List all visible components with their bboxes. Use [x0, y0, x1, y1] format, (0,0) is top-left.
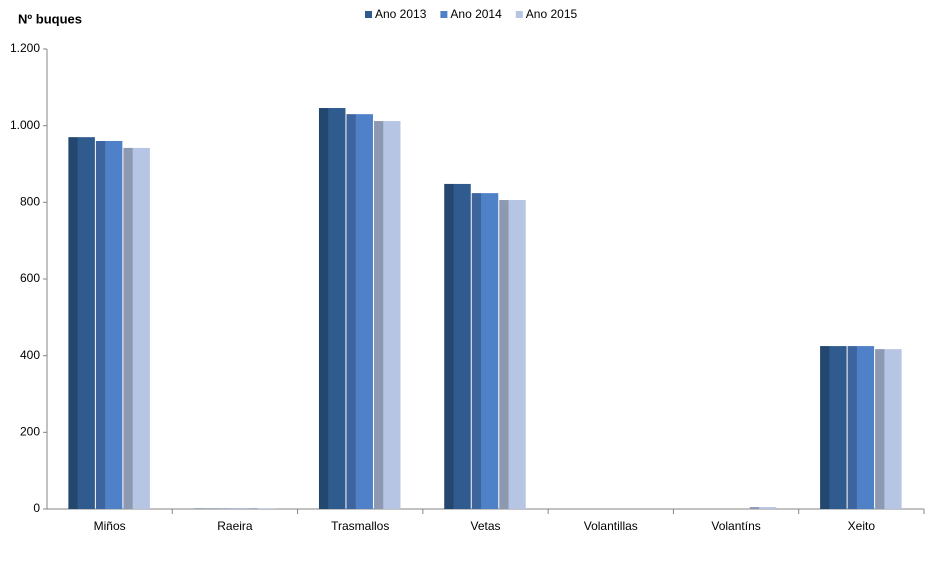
bar-shade — [346, 114, 356, 510]
bar-shade — [123, 147, 133, 509]
y-tick-label: 1.000 — [10, 118, 40, 132]
x-tick-label: Volantíns — [711, 519, 760, 533]
bar — [749, 507, 777, 509]
x-tick-label: Volantillas — [584, 519, 638, 533]
bar — [444, 183, 471, 509]
bar-shade — [875, 349, 885, 509]
y-tick-label: 1.200 — [10, 41, 40, 55]
bar-shade — [68, 137, 78, 509]
y-tick-label: 200 — [20, 425, 40, 439]
y-tick-label: 600 — [20, 271, 40, 285]
bar — [471, 193, 499, 509]
bar — [68, 137, 95, 509]
legend-swatch — [365, 11, 372, 18]
bar-shade — [95, 141, 106, 509]
y-tick-label: 800 — [20, 195, 40, 209]
bar — [95, 141, 123, 509]
bar-shade — [820, 346, 830, 509]
legend-label: Ano 2013 — [375, 7, 427, 21]
bar — [373, 121, 401, 510]
bar — [499, 200, 526, 510]
legend-label: Ano 2014 — [450, 7, 502, 21]
bar — [875, 349, 902, 509]
y-axis-label: Nº buques — [18, 11, 82, 26]
legend-label: Ano 2015 — [526, 7, 578, 21]
bar-shade — [499, 200, 509, 510]
legend-swatch — [440, 11, 448, 18]
bar — [847, 346, 875, 509]
bar — [346, 114, 373, 510]
bar-shade — [373, 121, 384, 510]
x-tick-label: Miños — [94, 519, 126, 533]
bar — [248, 508, 276, 509]
bar — [318, 108, 346, 510]
x-tick-label: Raeira — [217, 519, 253, 533]
x-tick-label: Vetas — [470, 519, 500, 533]
bar-shade — [248, 508, 258, 509]
bar-shade — [444, 183, 454, 509]
bar-shade — [847, 346, 857, 509]
legend-swatch — [515, 11, 523, 18]
x-tick-label: Xeito — [848, 519, 876, 533]
bar-shade — [318, 108, 329, 510]
bar — [123, 147, 150, 509]
bar-shade — [749, 507, 760, 509]
y-tick-label: 400 — [20, 348, 40, 362]
bar — [820, 346, 847, 509]
y-tick-label: 0 — [33, 501, 40, 515]
bar-shade — [471, 193, 482, 509]
x-tick-label: Trasmallos — [331, 519, 389, 533]
